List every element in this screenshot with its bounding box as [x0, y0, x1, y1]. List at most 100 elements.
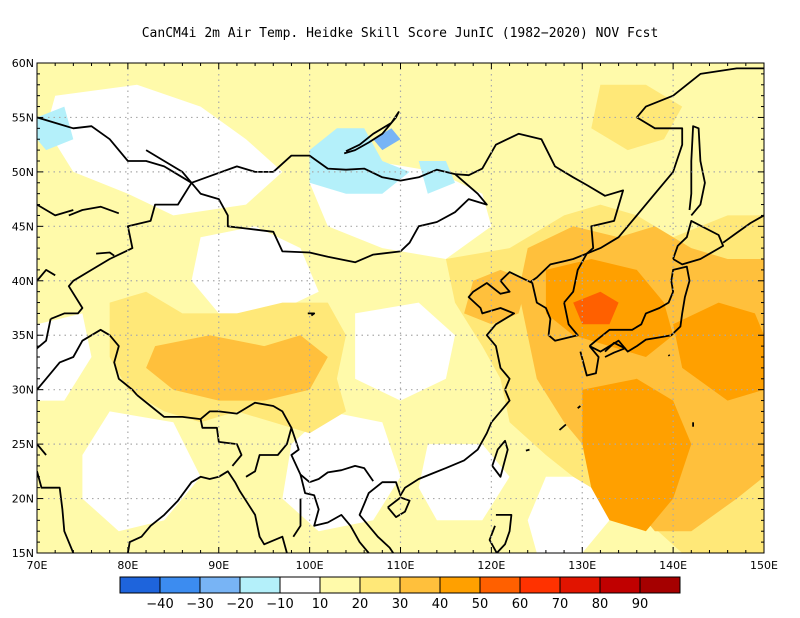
lat-label-15N: 15N	[12, 547, 34, 560]
coastline-30	[199, 418, 243, 467]
coastline-15	[332, 552, 334, 553]
colorbar-swatch-9	[479, 576, 521, 594]
score-region-23	[573, 291, 619, 325]
coastline-12	[37, 471, 75, 553]
score-region-7	[82, 411, 201, 532]
coastline-18	[68, 205, 120, 217]
coastlines-borders	[37, 67, 764, 553]
colorbar-swatch-8	[439, 576, 481, 594]
colorbar-swatch-10	[519, 576, 561, 594]
lon-label-110E: 110E	[387, 559, 415, 572]
colorbar-swatch-4	[279, 576, 321, 594]
score-region-4	[355, 302, 455, 401]
coastline-6	[604, 341, 626, 358]
score-region-10	[37, 106, 74, 151]
colorbar-swatch-2	[199, 576, 241, 594]
coastline-3	[563, 67, 764, 304]
coastline-26	[37, 116, 192, 184]
colorbar-swatch-13	[639, 576, 681, 594]
colorbar-label-2: −20	[226, 597, 253, 612]
score-region-5	[37, 313, 92, 401]
lat-label-45N: 45N	[12, 220, 34, 233]
coastline-38	[667, 354, 671, 357]
coastline-25	[50, 182, 193, 320]
coastline-27	[37, 318, 52, 349]
colorbar-label-9: 60	[512, 597, 529, 612]
colorbar-swatch-1	[159, 576, 201, 594]
lon-label-120E: 120E	[477, 559, 505, 572]
lon-label-70E: 70E	[27, 559, 48, 572]
colorbar-swatch-5	[319, 576, 361, 594]
score-region-6	[282, 411, 401, 532]
skill-score-field	[37, 63, 764, 553]
coastline-21	[190, 173, 488, 264]
colorbar-label-4: 10	[312, 597, 329, 612]
colorbar-swatch-7	[399, 576, 441, 594]
coastline-8	[688, 125, 706, 216]
score-region-18	[464, 269, 528, 325]
coastline-4	[588, 265, 691, 353]
colorbar-swatch-12	[599, 576, 641, 594]
coastline-24	[529, 252, 588, 283]
colorbar-label-12: 90	[632, 597, 649, 612]
map-title: CanCM4i 2m Air Temp. Heidke Skill Score …	[141, 26, 659, 41]
coastline-17	[343, 111, 400, 155]
lon-label-80E: 80E	[117, 559, 138, 572]
colorbar-label-8: 50	[472, 597, 489, 612]
score-region-9	[527, 476, 610, 553]
score-region-1	[46, 84, 283, 216]
lat-label-25N: 25N	[12, 438, 34, 451]
coastline-31	[290, 427, 374, 484]
colorbar-label-3: −10	[266, 597, 293, 612]
coastline-40	[722, 214, 764, 244]
lon-label-100E: 100E	[296, 559, 324, 572]
colorbar-label-11: 80	[592, 597, 609, 612]
lat-label-30N: 30N	[12, 384, 34, 397]
coastline-2	[358, 271, 579, 553]
score-region-21	[673, 302, 764, 401]
coastline-32	[299, 474, 370, 553]
score-region-8	[418, 444, 510, 521]
score-region-3	[191, 226, 319, 314]
coastline-1	[37, 203, 74, 217]
colorbar-label-0: −40	[146, 597, 173, 612]
lat-label-50N: 50N	[12, 166, 34, 179]
lon-label-140E: 140E	[659, 559, 687, 572]
lat-label-55N: 55N	[12, 111, 34, 124]
colorbar-label-6: 30	[392, 597, 409, 612]
colorbar-swatch-3	[239, 576, 281, 594]
coastline-11	[488, 514, 513, 553]
lon-label-90E: 90E	[208, 559, 229, 572]
coastline-34	[145, 149, 193, 184]
coastline-19	[96, 251, 115, 257]
colorbar: −40 −30 −20 −10 10 20 30 40 50 60 70 80 90	[119, 576, 681, 612]
lat-label-35N: 35N	[12, 329, 34, 342]
coastline-33	[292, 498, 302, 538]
colorbar-label-5: 20	[352, 597, 369, 612]
lon-label-150E: 150E	[750, 559, 778, 572]
coastline-0	[37, 269, 56, 282]
coastline-9	[491, 439, 509, 478]
coastline-5	[579, 345, 600, 377]
lat-label-20N: 20N	[12, 493, 34, 506]
lat-lon-grid	[37, 63, 764, 553]
score-region-13	[373, 128, 401, 151]
coastline-10	[387, 496, 411, 518]
lat-label-40N: 40N	[12, 275, 34, 288]
colorbar-swatch-11	[559, 576, 601, 594]
axis-ticks: 70E 80E 90E 100E 110E 120E 130E 140E 150E 60N 55N 5…	[12, 57, 778, 572]
colorbar-label-1: −30	[186, 597, 213, 612]
coastline-28	[37, 328, 138, 396]
coastline-23	[454, 132, 624, 255]
score-region-17	[146, 335, 328, 401]
coastline-7	[672, 220, 724, 266]
coastline-16	[37, 443, 47, 456]
coastline-35	[558, 423, 567, 431]
coastline-36	[525, 448, 530, 452]
lon-label-130E: 130E	[568, 559, 596, 572]
colorbar-swatch-0	[119, 576, 161, 594]
colorbar-label-7: 40	[432, 597, 449, 612]
score-region-22	[582, 378, 692, 532]
colorbar-label-10: 70	[552, 597, 569, 612]
